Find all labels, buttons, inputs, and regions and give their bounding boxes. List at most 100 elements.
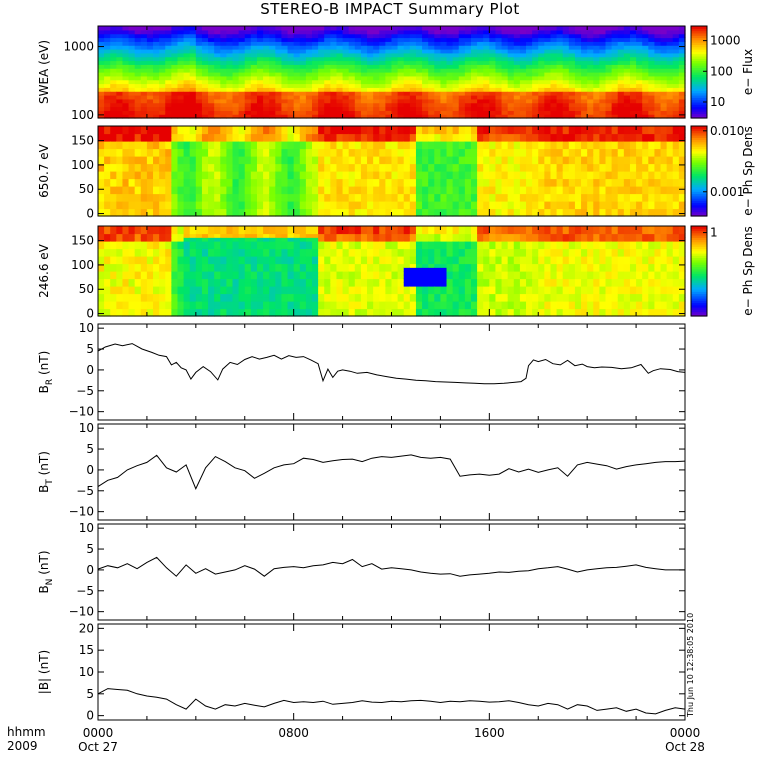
heatmap-cell (666, 110, 674, 115)
heatmap-cell (470, 201, 478, 206)
heatmap-cell (513, 41, 521, 46)
heatmap-cell (171, 133, 179, 138)
heatmap-cell (226, 193, 234, 198)
heatmap-cell (165, 144, 172, 150)
heatmap-cell (98, 106, 105, 111)
heatmap-cell (110, 133, 117, 138)
heatmap-cell (354, 129, 362, 135)
heatmap-cell (263, 174, 270, 180)
heatmap-cell (177, 79, 185, 85)
heatmap-cell (299, 75, 307, 81)
heatmap-cell (379, 159, 386, 165)
heatmap-cell (293, 204, 301, 210)
heatmap-cell (519, 87, 527, 92)
heatmap-cell (470, 72, 478, 77)
heatmap-cell (116, 293, 124, 298)
heatmap-cell (483, 186, 490, 191)
heatmap-cell (220, 98, 227, 104)
heatmap-cell (513, 83, 521, 88)
heatmap-cell (220, 171, 227, 176)
heatmap-cell (538, 204, 545, 210)
heatmap-cell (312, 208, 319, 213)
heatmap-cell (452, 114, 460, 119)
heatmap-cell (562, 72, 570, 77)
heatmap-cell (342, 167, 350, 172)
heatmap-cell (214, 72, 221, 77)
heatmap-cell (672, 167, 680, 172)
heatmap-cell (98, 52, 105, 58)
heatmap-cell (122, 212, 130, 217)
heatmap-cell (544, 197, 552, 202)
heatmap-cell (134, 212, 142, 217)
heatmap-cell (458, 178, 466, 183)
heatmap-cell (544, 64, 552, 69)
heatmap-cell (629, 83, 637, 88)
heatmap-cell (171, 29, 179, 35)
heatmap-cell (232, 95, 240, 100)
heatmap-cell (599, 182, 607, 187)
heatmap-cell (428, 186, 435, 191)
heatmap-cell (648, 56, 656, 62)
heatmap-cell (244, 144, 252, 150)
heatmap-cell (507, 106, 515, 111)
heatmap-cell (391, 163, 399, 168)
heatmap-cell (98, 159, 105, 165)
heatmap-cell (513, 102, 521, 108)
heatmap-cell (201, 33, 209, 39)
heatmap-cell (532, 98, 539, 104)
heatmap-cell (501, 189, 509, 195)
heatmap-cell (513, 171, 521, 176)
heatmap-cell (452, 68, 460, 73)
heatmap-cell (501, 114, 509, 119)
heatmap-cell (318, 156, 325, 161)
heatmap-cell (642, 45, 649, 50)
heatmap-cell (232, 106, 240, 111)
heatmap-cell (330, 137, 338, 142)
colorbar-cell (691, 106, 707, 110)
heatmap-cell (446, 156, 454, 161)
heatmap-cell (165, 56, 172, 62)
heatmap-cell (623, 129, 631, 135)
heatmap-cell (477, 52, 484, 58)
heatmap-cell (287, 137, 295, 142)
heatmap-cell (98, 304, 105, 310)
heatmap-cell (556, 26, 564, 31)
heatmap-cell (501, 159, 509, 165)
heatmap-cell (214, 208, 221, 213)
heatmap-cell (629, 98, 637, 104)
heatmap-cell (104, 252, 111, 257)
heatmap-cell (348, 201, 356, 206)
heatmap-cell (422, 152, 429, 157)
heatmap-cell (342, 56, 350, 62)
heatmap-cell (513, 29, 521, 35)
heatmap-cell (532, 52, 539, 58)
heatmap-cell (220, 37, 227, 42)
heatmap-cell (519, 171, 527, 176)
heatmap-cell (269, 68, 276, 73)
heatmap-cell (678, 29, 686, 35)
heatmap-cell (483, 41, 490, 46)
heatmap-cell (134, 256, 142, 261)
heatmap-cell (483, 91, 490, 96)
heatmap-cell (159, 33, 166, 39)
heatmap-cell (397, 171, 405, 176)
heatmap-cell (642, 182, 649, 187)
heatmap-cell (263, 106, 270, 111)
heatmap-cell (104, 144, 111, 150)
heatmap-cell (568, 182, 576, 187)
heatmap-cell (403, 204, 411, 210)
heatmap-cell (611, 208, 619, 213)
heatmap-cell (244, 45, 252, 50)
heatmap-cell (477, 29, 484, 35)
heatmap-cell (501, 163, 509, 168)
heatmap-cell (342, 52, 350, 58)
heatmap-cell (293, 33, 301, 39)
heatmap-cell (562, 144, 570, 150)
heatmap-cell (458, 64, 466, 69)
heatmap-cell (269, 189, 276, 195)
heatmap-cell (428, 189, 435, 195)
heatmap-cell (293, 182, 301, 187)
heatmap-cell (654, 159, 662, 165)
heatmap-cell (385, 114, 393, 119)
heatmap-cell (244, 133, 252, 138)
